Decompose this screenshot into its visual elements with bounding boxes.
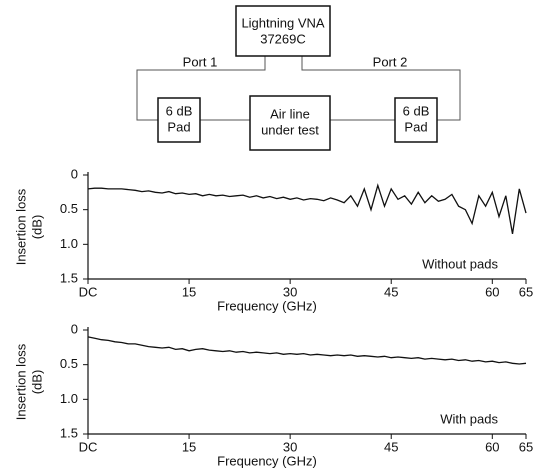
- y-tick-label: 1.0: [60, 236, 78, 251]
- x-axis-title: Frequency (GHz): [217, 453, 317, 468]
- y-axis-title: Insertion loss: [13, 343, 28, 420]
- node-label: Pad: [167, 119, 190, 134]
- y-tick-label: 0.5: [60, 201, 78, 216]
- node-label: Lightning VNA: [241, 15, 324, 30]
- annotation: With pads: [440, 411, 498, 426]
- x-tick-label: 65: [519, 439, 533, 454]
- x-tick-label: DC: [79, 284, 98, 299]
- y-tick-label: 0.5: [60, 356, 78, 371]
- node-label: Air line: [270, 106, 310, 121]
- x-tick-label: 30: [283, 439, 297, 454]
- y-axis-title: (dB): [29, 215, 44, 240]
- wire: [136, 56, 266, 121]
- node-label: 6 dB: [403, 103, 430, 118]
- x-tick-label: 65: [519, 284, 533, 299]
- node-label: 6 dB: [166, 103, 193, 118]
- y-tick-label: 0: [71, 166, 78, 181]
- port-label: Port 1: [183, 54, 218, 69]
- x-axis-title: Frequency (GHz): [217, 298, 317, 313]
- data-line: [87, 183, 527, 235]
- x-tick-label: 60: [485, 439, 499, 454]
- node-label: under test: [261, 122, 319, 137]
- data-line: [87, 336, 527, 365]
- x-tick-label: 45: [384, 284, 398, 299]
- x-tick-label: DC: [79, 439, 98, 454]
- x-tick-label: 15: [182, 284, 196, 299]
- port-label: Port 2: [373, 54, 408, 69]
- airline-box: [249, 95, 331, 151]
- wire: [301, 56, 461, 121]
- x-tick-label: 15: [182, 439, 196, 454]
- x-tick-label: 60: [485, 284, 499, 299]
- pad-box: [394, 97, 438, 143]
- annotation: Without pads: [422, 256, 498, 271]
- x-tick-label: 45: [384, 439, 398, 454]
- chart: 0 0.5 1.0 1.5DC 15 30 45 60 65 Frequency (GHz) Ins…: [13, 321, 533, 468]
- y-tick-label: 1.5: [60, 270, 78, 285]
- node-label: Pad: [404, 119, 427, 134]
- pad-box: [157, 97, 201, 143]
- chart: 0 0.5 1.0 1.5DC 15 30 45 60 65 Frequency (GHz) Ins…: [13, 166, 533, 313]
- y-axis-title: (dB): [29, 370, 44, 395]
- vna-box: [235, 5, 331, 57]
- y-axis-title: Insertion loss: [13, 188, 28, 265]
- y-tick-label: 0: [71, 321, 78, 336]
- setup-diagram: Lightning VNA 37269C 6 dB Pad Air line u…: [136, 5, 461, 151]
- y-tick-label: 1.0: [60, 391, 78, 406]
- node-label: 37269C: [260, 31, 306, 46]
- y-tick-label: 1.5: [60, 425, 78, 440]
- x-tick-label: 30: [283, 284, 297, 299]
